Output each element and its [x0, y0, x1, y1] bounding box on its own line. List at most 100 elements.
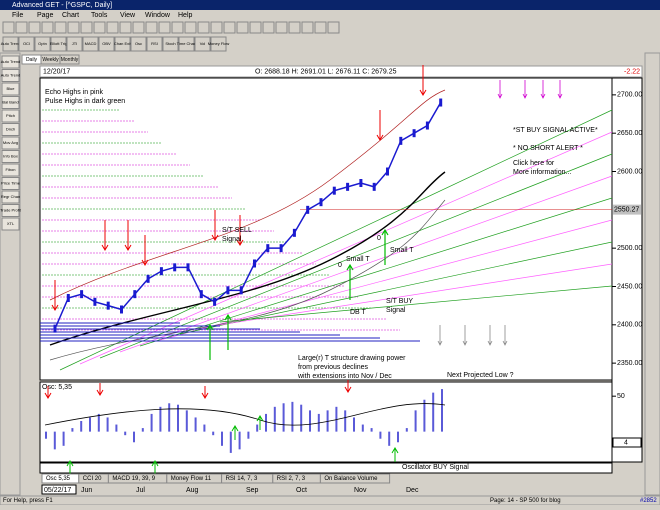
palette-label[interactable]: XTL: [7, 221, 15, 226]
toolbar-button[interactable]: [98, 36, 115, 52]
palette-button[interactable]: [1, 190, 20, 204]
toolbar-icon[interactable]: [54, 21, 67, 34]
toolbar-label[interactable]: Osc: [135, 41, 142, 46]
period-tab-label[interactable]: Weekly: [42, 57, 59, 63]
palette-button[interactable]: [1, 109, 20, 123]
menu-item[interactable]: Page: [37, 12, 53, 19]
toolbar-icon[interactable]: [236, 21, 249, 34]
palette-button[interactable]: [1, 136, 20, 150]
toolbar-icon[interactable]: [132, 21, 145, 34]
period-tab-label[interactable]: Daily: [26, 57, 38, 63]
period-tab[interactable]: [59, 54, 80, 65]
toolbar-icon[interactable]: [288, 21, 301, 34]
period-tab-label[interactable]: Monthly: [61, 57, 79, 63]
toolbar-button[interactable]: [114, 36, 131, 52]
toolbar-icon[interactable]: [158, 21, 171, 34]
toolbar-icon[interactable]: [210, 21, 223, 34]
toolbar-label[interactable]: Vol: [200, 41, 206, 46]
palette-label[interactable]: Fibon: [5, 167, 15, 172]
palette-button[interactable]: [1, 204, 20, 217]
toolbar-icon[interactable]: [67, 21, 80, 34]
toolbar-label[interactable]: OCI: [23, 41, 30, 46]
menu-item[interactable]: Window: [145, 12, 171, 19]
toolbar-icon[interactable]: [28, 21, 41, 34]
toolbar-button[interactable]: [130, 36, 147, 52]
menu-item[interactable]: View: [120, 12, 136, 19]
palette-button[interactable]: [1, 123, 20, 136]
annotation[interactable]: More information...: [513, 169, 571, 176]
toolbar-icon[interactable]: [275, 21, 288, 34]
menu-item[interactable]: Tools: [91, 12, 108, 19]
indicator-tab[interactable]: [319, 473, 391, 484]
indicator-tab-label[interactable]: CCI 20: [83, 476, 102, 482]
toolbar-icon[interactable]: [41, 21, 54, 34]
palette-button[interactable]: [1, 82, 20, 96]
toolbar-icon[interactable]: [327, 21, 340, 34]
indicator-tab-label[interactable]: On Balance Volume: [324, 476, 378, 482]
palette-label[interactable]: Bal Band: [2, 100, 18, 105]
toolbar-label[interactable]: OBV: [102, 41, 111, 46]
indicator-tab-label[interactable]: RSI 2, 7, 3: [277, 476, 306, 482]
toolbar-icon[interactable]: [301, 21, 314, 34]
palette-label[interactable]: Dnch: [6, 127, 15, 132]
palette-label[interactable]: Trade Profit: [0, 208, 22, 213]
palette-button[interactable]: [1, 69, 20, 82]
menu-item[interactable]: File: [12, 12, 23, 19]
palette-label[interactable]: Blue: [6, 86, 15, 91]
indicator-tab-label[interactable]: Money Flow 11: [171, 476, 212, 482]
toolbar-icon[interactable]: [184, 21, 197, 34]
toolbar-icon[interactable]: [2, 21, 15, 34]
annotation[interactable]: Click here for: [513, 160, 555, 167]
toolbar-button[interactable]: [210, 36, 227, 52]
palette-label[interactable]: Auto Trend: [1, 59, 21, 64]
toolbar-icon[interactable]: [15, 21, 28, 34]
toolbar-icon[interactable]: [80, 21, 93, 34]
toolbar-button[interactable]: [146, 36, 163, 52]
palette-button[interactable]: [1, 163, 20, 177]
toolbar-icon[interactable]: [106, 21, 119, 34]
toolbar-button[interactable]: [50, 36, 67, 52]
toolbar-icon[interactable]: [262, 21, 275, 34]
palette-label[interactable]: Pitch: [6, 113, 15, 118]
toolbar-label[interactable]: Auto Trend: [1, 41, 21, 46]
toolbar-label[interactable]: JTI: [72, 41, 78, 46]
palette-button[interactable]: [1, 177, 20, 190]
toolbar-label[interactable]: Stoch: [165, 41, 175, 46]
toolbar-button[interactable]: [2, 36, 19, 52]
toolbar-icon[interactable]: [249, 21, 262, 34]
palette-button[interactable]: [1, 55, 20, 69]
toolbar-label[interactable]: Chan Exit: [114, 41, 132, 46]
toolbar-button[interactable]: [162, 36, 179, 52]
indicator-tab-label[interactable]: MACD 19, 39, 9: [112, 476, 155, 482]
toolbar-button[interactable]: [194, 36, 211, 52]
palette-label[interactable]: Price Time: [1, 181, 21, 186]
palette-button[interactable]: [1, 150, 20, 163]
toolbar-icon[interactable]: [171, 21, 184, 34]
toolbar-button[interactable]: [18, 36, 35, 52]
toolbar-icon[interactable]: [119, 21, 132, 34]
palette-label[interactable]: Auto Trend: [1, 73, 21, 78]
toolbar-icon[interactable]: [223, 21, 236, 34]
toolbar-icon[interactable]: [93, 21, 106, 34]
menu-item[interactable]: Chart: [62, 12, 79, 19]
toolbar-button[interactable]: [178, 36, 195, 52]
palette-label[interactable]: Info Box: [3, 154, 18, 159]
toolbar-label[interactable]: Optn: [38, 41, 47, 46]
toolbar-icon[interactable]: [145, 21, 158, 34]
palette-label[interactable]: Regr Chan: [1, 194, 20, 199]
indicator-tab-label[interactable]: RSI 14, 7, 3: [226, 476, 258, 482]
annotation[interactable]: * NO SHORT ALERT *: [513, 145, 583, 152]
toolbar-button[interactable]: [82, 36, 99, 52]
toolbar-label[interactable]: Money Flow: [208, 41, 230, 46]
annotation[interactable]: *ST BUY SIGNAL ACTIVE*: [513, 127, 598, 134]
indicator-tab-label[interactable]: Osc 5,35: [46, 476, 71, 482]
toolbar-button[interactable]: [66, 36, 83, 52]
palette-button[interactable]: [1, 96, 20, 109]
toolbar-icon[interactable]: [314, 21, 327, 34]
palette-label[interactable]: Mov Avg: [3, 140, 18, 145]
menu-item[interactable]: Help: [178, 12, 193, 19]
toolbar-label[interactable]: MACD: [85, 41, 97, 46]
toolbar-label[interactable]: Elliott Trig: [50, 41, 68, 46]
toolbar-icon[interactable]: [197, 21, 210, 34]
toolbar-label[interactable]: RSI: [151, 41, 158, 46]
